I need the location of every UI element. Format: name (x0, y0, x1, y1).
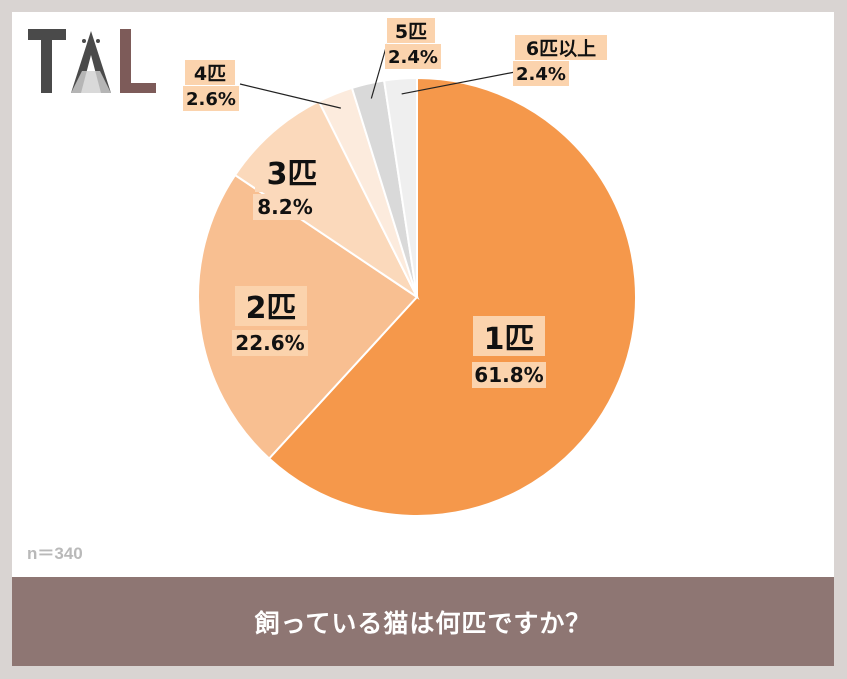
label-1-pct-bg (472, 362, 546, 388)
slice-value-3: 8.2% (257, 195, 312, 219)
logo-mark-t (28, 29, 66, 93)
label-6-pct-bg (513, 61, 569, 86)
pie-slice-6 (382, 76, 418, 298)
label-1-hiki: 1匹 61.8% (472, 316, 546, 388)
slice-label-2: 2匹 (246, 291, 297, 326)
leader-line-6 (401, 71, 516, 95)
label-6-hiki: 6匹以上 2.4% (513, 35, 607, 86)
pie-slice-3 (233, 99, 420, 300)
slice-value-1: 61.8% (474, 363, 543, 387)
slice-value-2: 22.6% (235, 331, 304, 355)
slice-label-5: 5匹 (395, 21, 427, 43)
label-1-name-bg (473, 316, 545, 356)
label-4-hiki: 4匹 2.6% (183, 60, 239, 111)
label-4-name-bg (185, 60, 235, 85)
chart-question: 飼っている猫は何匹ですか？ (254, 608, 592, 638)
label-5-pct-bg (385, 44, 441, 69)
slice-label-4: 4匹 (194, 63, 226, 85)
sample-size-note: n＝340 (27, 544, 83, 563)
tal-logo (28, 29, 156, 93)
leader-line-5 (370, 43, 388, 99)
label-2-pct-bg (232, 330, 308, 356)
slice-value-6: 2.4% (516, 64, 566, 85)
slice-label-3: 3匹 (267, 157, 318, 192)
label-3-pct-bg (253, 194, 317, 220)
label-3-name-bg (255, 152, 327, 192)
leader-line-4 (239, 83, 341, 109)
label-3-hiki: 3匹 8.2% (253, 152, 327, 220)
label-5-hiki: 5匹 2.4% (385, 18, 441, 69)
slice-label-6: 6匹以上 (526, 38, 596, 60)
pie-slice-2 (197, 173, 419, 460)
label-6-name-bg (515, 35, 607, 60)
label-2-name-bg (235, 286, 307, 326)
slice-value-4: 2.6% (186, 89, 236, 110)
logo-mark-l (120, 29, 156, 93)
pie-slice-1 (267, 76, 637, 517)
slice-label-1: 1匹 (484, 322, 535, 357)
label-4-pct-bg (183, 86, 239, 111)
pie-slices (197, 76, 637, 517)
label-2-hiki: 2匹 22.6% (232, 286, 308, 356)
leader-lines (239, 43, 516, 109)
label-5-name-bg (387, 18, 435, 43)
logo-mark-a (71, 31, 111, 93)
caption-bar: 飼っている猫は何匹ですか？ (12, 577, 834, 666)
slice-value-5: 2.4% (388, 47, 438, 68)
